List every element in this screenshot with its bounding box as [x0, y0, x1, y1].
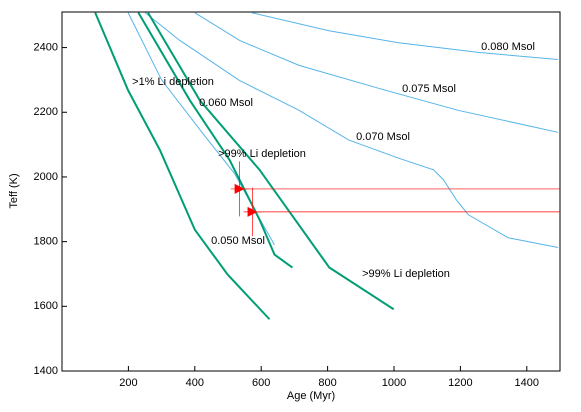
- line: [94, 12, 271, 320]
- annotation: >99% Li depletion: [362, 268, 450, 280]
- x-tick-label: 1400: [515, 377, 539, 389]
- line: [144, 12, 559, 248]
- point: [247, 206, 258, 217]
- y-tick-label: 1600: [34, 300, 58, 312]
- annotation: >1% Li depletion: [132, 76, 214, 88]
- line: [137, 12, 293, 269]
- point: [234, 183, 245, 194]
- y-tick-label: 1800: [34, 236, 58, 248]
- annotation: 0.050 Msol: [211, 235, 265, 247]
- line: [194, 12, 559, 133]
- annotation: 0.080 Msol: [481, 41, 535, 53]
- y-tick-label: 2000: [34, 171, 58, 183]
- annotation: 0.070 Msol: [356, 131, 410, 143]
- x-tick-label: 600: [252, 377, 270, 389]
- line: [251, 12, 559, 61]
- x-axis-label: Age (Myr): [287, 390, 335, 402]
- y-tick-label: 2200: [34, 106, 58, 118]
- x-tick-label: 400: [186, 377, 204, 389]
- line: [147, 12, 395, 311]
- annotation: >99% Li depletion: [218, 148, 306, 160]
- y-axis-label: Teff (K): [8, 173, 20, 208]
- x-tick-label: 1200: [448, 377, 472, 389]
- y-tick-label: 2400: [34, 41, 58, 53]
- annotation: 0.060 Msol: [199, 97, 253, 109]
- plot-frame: [61, 11, 561, 372]
- x-tick-label: 200: [119, 377, 137, 389]
- annotation: 0.075 Msol: [402, 83, 456, 95]
- x-tick-label: 800: [318, 377, 336, 389]
- y-tick-label: 1400: [34, 365, 58, 377]
- x-tick-label: 1000: [382, 377, 406, 389]
